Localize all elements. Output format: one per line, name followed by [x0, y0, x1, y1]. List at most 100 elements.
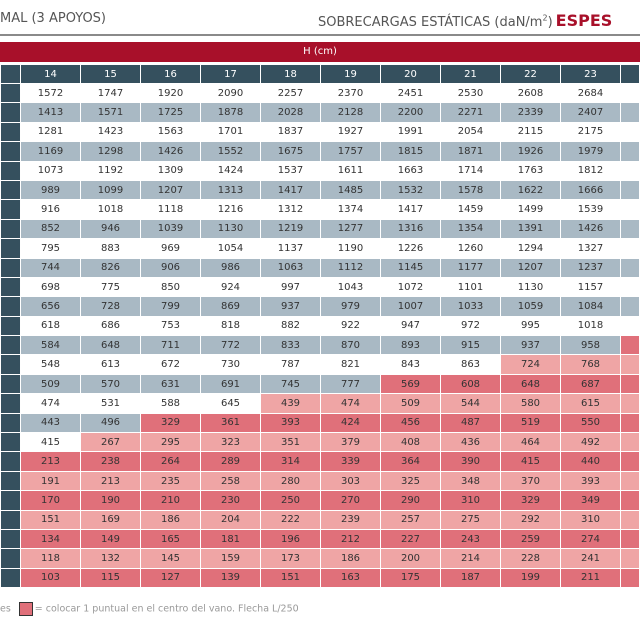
table-cell: 361 — [200, 412, 261, 434]
table-cell: 1578 — [440, 179, 501, 201]
column-header-row: 14 15 16 17 18 19 20 21 22 23 — [0, 64, 640, 84]
table-cell: 1354 — [440, 218, 501, 240]
table-cell: 863 — [440, 354, 501, 375]
table-cell: 2370 — [320, 82, 381, 104]
row-label — [0, 354, 21, 375]
table-cell: 1260 — [440, 238, 501, 259]
table-cell: 826 — [80, 257, 141, 278]
table-cell: 393 — [560, 470, 621, 492]
row-label — [0, 102, 21, 123]
table-cell: 264 — [140, 451, 201, 472]
table-cell: 323 — [200, 432, 261, 453]
table-cell — [620, 160, 640, 181]
table-cell: 2200 — [380, 102, 441, 123]
table-cell: 691 — [200, 373, 261, 395]
table-cell: 290 — [380, 490, 441, 511]
table-cell: 648 — [500, 373, 561, 395]
table-row: 118 132 145 159 173 186 200 214 228 241 — [0, 548, 640, 569]
table-cell — [620, 257, 640, 278]
table-cell: 1207 — [140, 179, 201, 201]
table-cell — [620, 238, 640, 259]
table-cell: 1018 — [560, 315, 621, 337]
table-row: 548 613 672 730 787 821 843 863 724 768 — [0, 354, 640, 375]
table-cell: 2451 — [380, 82, 441, 104]
table-row: 103 115 127 139 151 163 175 187 199 211 — [0, 567, 640, 589]
table-cell: 2271 — [440, 102, 501, 123]
table-cell — [620, 335, 640, 356]
table-cell: 1226 — [380, 238, 441, 259]
table-cell: 799 — [140, 296, 201, 317]
table-cell: 200 — [380, 548, 441, 569]
table-cell: 325 — [380, 470, 441, 492]
table-row: 1413 1571 1725 1878 2028 2128 2200 2271 2339 2407 — [0, 102, 640, 123]
table-cell — [620, 121, 640, 143]
table-cell — [620, 276, 640, 298]
table-cell: 584 — [20, 335, 81, 356]
column-header: 20 — [380, 64, 441, 84]
row-label — [0, 567, 21, 589]
table-cell — [620, 412, 640, 434]
row-label — [0, 509, 21, 530]
row-label — [0, 179, 21, 201]
table-cell: 1177 — [440, 257, 501, 278]
row-label — [0, 432, 21, 453]
table-row: 744 826 906 986 1063 1112 1145 1177 1207 1237 — [0, 257, 640, 278]
table-cell: 415 — [20, 432, 81, 453]
table-cell: 1926 — [500, 141, 561, 162]
table-cell: 893 — [380, 335, 441, 356]
table-cell: 1812 — [560, 160, 621, 181]
column-header: 14 — [20, 64, 81, 84]
table-cell: 787 — [260, 354, 321, 375]
table-title-left: MAL (3 APOYOS) — [0, 11, 106, 26]
table-cell: 211 — [560, 567, 621, 589]
table-cell: 1313 — [200, 179, 261, 201]
row-label — [0, 160, 21, 181]
row-label — [0, 412, 21, 434]
table-row: 474 531 588 645 439 474 509 544 580 615 — [0, 393, 640, 414]
table-cell: 227 — [380, 528, 441, 550]
table-cell: 1190 — [320, 238, 381, 259]
table-cell: 1532 — [380, 179, 441, 201]
table-cell: 165 — [140, 528, 201, 550]
table-cell: 730 — [200, 354, 261, 375]
table-cell: 613 — [80, 354, 141, 375]
table-cell: 274 — [560, 528, 621, 550]
table-title-right: SOBRECARGAS ESTÁTICAS (daN/m2) ESPES — [318, 11, 612, 30]
table-cell: 329 — [500, 490, 561, 511]
table-cell: 181 — [200, 528, 261, 550]
table-cell: 456 — [380, 412, 441, 434]
title-strong: ESPES — [555, 11, 613, 30]
row-label — [0, 199, 21, 220]
table-cell: 258 — [200, 470, 261, 492]
column-header: 23 — [560, 64, 621, 84]
table-cell: 745 — [260, 373, 321, 395]
table-cell: 608 — [440, 373, 501, 395]
table-row: 170 190 210 230 250 270 290 310 329 349 — [0, 490, 640, 511]
table-cell: 214 — [440, 548, 501, 569]
table-cell — [620, 102, 640, 123]
table-row: 151 169 186 204 222 239 257 275 292 310 — [0, 509, 640, 530]
table-cell: 259 — [500, 528, 561, 550]
table-cell: 1837 — [260, 121, 321, 143]
title-right-text: SOBRECARGAS ESTÁTICAS (daN/m — [318, 15, 543, 30]
table-cell: 672 — [140, 354, 201, 375]
table-cell: 1157 — [560, 276, 621, 298]
table-cell: 1219 — [260, 218, 321, 240]
table-cell: 1622 — [500, 179, 561, 201]
row-label — [0, 121, 21, 143]
table-cell: 243 — [440, 528, 501, 550]
row-label-header — [0, 64, 21, 84]
table-row: 134 149 165 181 196 212 227 243 259 274 — [0, 528, 640, 550]
table-cell: 852 — [20, 218, 81, 240]
table-cell: 151 — [260, 567, 321, 589]
table-cell: 267 — [80, 432, 141, 453]
table-row: 656 728 799 869 937 979 1007 1033 1059 1084 — [0, 296, 640, 317]
row-label — [0, 315, 21, 337]
column-header: 15 — [80, 64, 141, 84]
table-cell: 199 — [500, 567, 561, 589]
table-row: 1073 1192 1309 1424 1537 1611 1663 1714 1763 1812 — [0, 160, 640, 181]
table-cell: 173 — [260, 548, 321, 569]
table-cell: 1757 — [320, 141, 381, 162]
table-cell: 190 — [80, 490, 141, 511]
table-cell: 1033 — [440, 296, 501, 317]
